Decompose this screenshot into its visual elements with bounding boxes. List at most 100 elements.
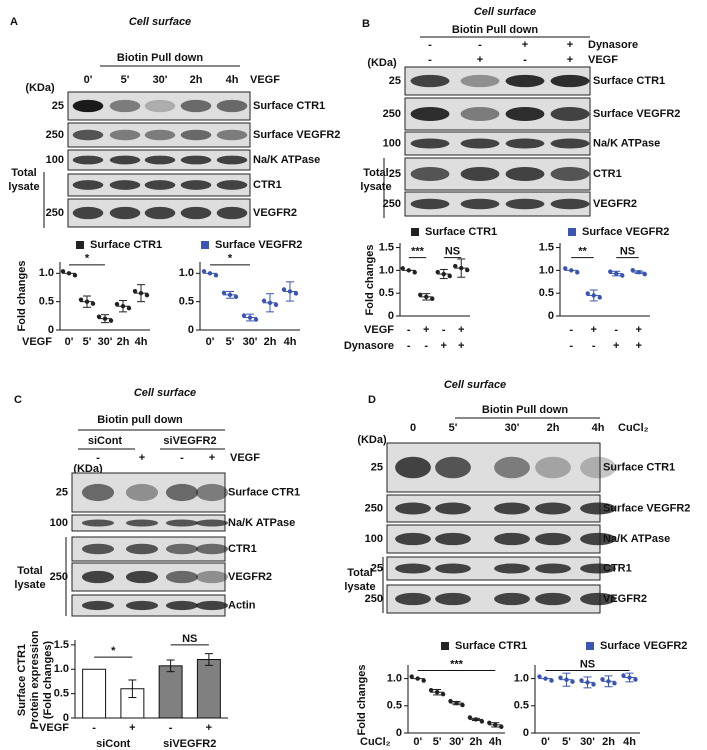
- lane-label: 0: [410, 422, 416, 434]
- blot-band: [165, 600, 199, 611]
- x-row-sign: +: [458, 340, 464, 352]
- lane-label: 2h: [547, 422, 560, 434]
- lane-label: 4h: [592, 422, 605, 434]
- blot-label: Actin: [228, 599, 256, 611]
- blot-band: [144, 206, 176, 220]
- kda-label: (KDa): [367, 57, 397, 69]
- total-lysate-label: Total: [17, 565, 42, 577]
- group-label: siVEGFR2: [163, 738, 216, 750]
- blot-label: VEGFR2: [593, 198, 637, 210]
- y-tick-label: 1.0: [387, 673, 402, 685]
- dot: [465, 267, 470, 273]
- blot-band: [125, 483, 159, 502]
- blot-band: [435, 502, 471, 515]
- blot-band: [535, 532, 571, 546]
- y-axis-label: Fold changes: [364, 245, 376, 316]
- lane-label: 2h: [190, 74, 203, 86]
- legend-label: Surface CTR1: [90, 239, 162, 251]
- dot: [499, 724, 504, 730]
- y-tick-label: 0.5: [379, 287, 394, 299]
- blot-band: [580, 456, 616, 479]
- dot: [621, 673, 626, 678]
- y-tick-label: 1.0: [379, 264, 394, 276]
- blot-label: Na/K ATPase: [603, 533, 670, 545]
- y-tick-label: 1.0: [179, 267, 194, 279]
- blot-band: [460, 106, 500, 122]
- dot: [60, 269, 66, 274]
- blot-band: [180, 155, 212, 165]
- blot-band: [216, 129, 248, 141]
- blot-band: [550, 74, 590, 88]
- condition-sign: -: [96, 452, 100, 464]
- condition-label: Dynasore: [588, 39, 638, 51]
- dot: [549, 678, 554, 683]
- dot: [570, 679, 575, 684]
- x-row-sign: +: [423, 324, 429, 336]
- x-row-sign: -: [614, 324, 618, 336]
- condition-sign: -: [478, 39, 482, 51]
- blot-label: VEGFR2: [228, 571, 272, 583]
- header: Biotin Pull down: [117, 52, 203, 64]
- dot: [435, 269, 440, 275]
- condition-label: VEGF: [588, 54, 618, 66]
- y-axis-label: Fold changes: [16, 261, 28, 332]
- x-row-sign: -: [424, 340, 428, 352]
- legend-swatch: [568, 228, 576, 236]
- blot-band: [144, 180, 176, 190]
- x-row-label: VEGF: [39, 722, 69, 734]
- x-tick-label: 30': [98, 336, 113, 348]
- blot-band: [195, 543, 229, 555]
- blot-band: [144, 99, 176, 113]
- dot: [253, 317, 259, 322]
- x-tick-label: 0': [206, 336, 215, 348]
- dot: [126, 306, 132, 311]
- condition-sign: -: [523, 54, 527, 66]
- dot: [600, 677, 605, 682]
- blot-band: [535, 456, 571, 479]
- dot: [630, 268, 635, 273]
- dot: [273, 302, 279, 307]
- panel-title: Cell surface: [129, 16, 191, 28]
- y-tick-label: 1.0: [539, 264, 554, 276]
- dot: [448, 698, 453, 704]
- blot-band: [72, 99, 104, 113]
- x-row-sign: +: [458, 324, 464, 336]
- blot-band: [410, 166, 450, 182]
- blot-band: [125, 543, 159, 555]
- blot-band: [81, 600, 115, 611]
- mw-marker: 25: [371, 461, 383, 473]
- dot: [213, 273, 219, 278]
- blot-band: [180, 129, 212, 141]
- blot-band: [410, 138, 450, 149]
- blot-band: [550, 198, 590, 210]
- dot: [412, 270, 417, 275]
- blot-band: [535, 502, 571, 515]
- dot: [440, 692, 446, 697]
- significance-label: NS: [620, 246, 635, 258]
- blot-band: [125, 519, 159, 527]
- kda-label: (KDa): [357, 434, 387, 446]
- y-tick-label: 0: [396, 727, 402, 739]
- blot-band: [395, 563, 431, 574]
- dot: [579, 678, 584, 683]
- legend-label: Surface VEGFR2: [215, 239, 302, 251]
- dot: [479, 719, 485, 724]
- y-axis-label: Surface CTR1: [16, 644, 28, 716]
- blot-band: [165, 519, 199, 527]
- dot: [114, 302, 120, 307]
- x-tick-label: 4h: [284, 336, 297, 348]
- blot-band: [180, 206, 212, 220]
- blot-label: Surface CTR1: [253, 100, 325, 112]
- x-tick-label: 2h: [264, 336, 277, 348]
- x-row-label: VEGF: [364, 324, 394, 336]
- y-axis-label: (Fold changes): [42, 641, 54, 720]
- blot-band: [410, 106, 450, 122]
- blot-band: [144, 129, 176, 141]
- lane-title: VEGF: [250, 74, 280, 86]
- blot-label: CTR1: [603, 562, 632, 574]
- x-tick-label: 2h: [602, 736, 615, 748]
- blot-label: CTR1: [593, 168, 622, 180]
- blot-band: [81, 543, 115, 555]
- dot: [90, 301, 96, 306]
